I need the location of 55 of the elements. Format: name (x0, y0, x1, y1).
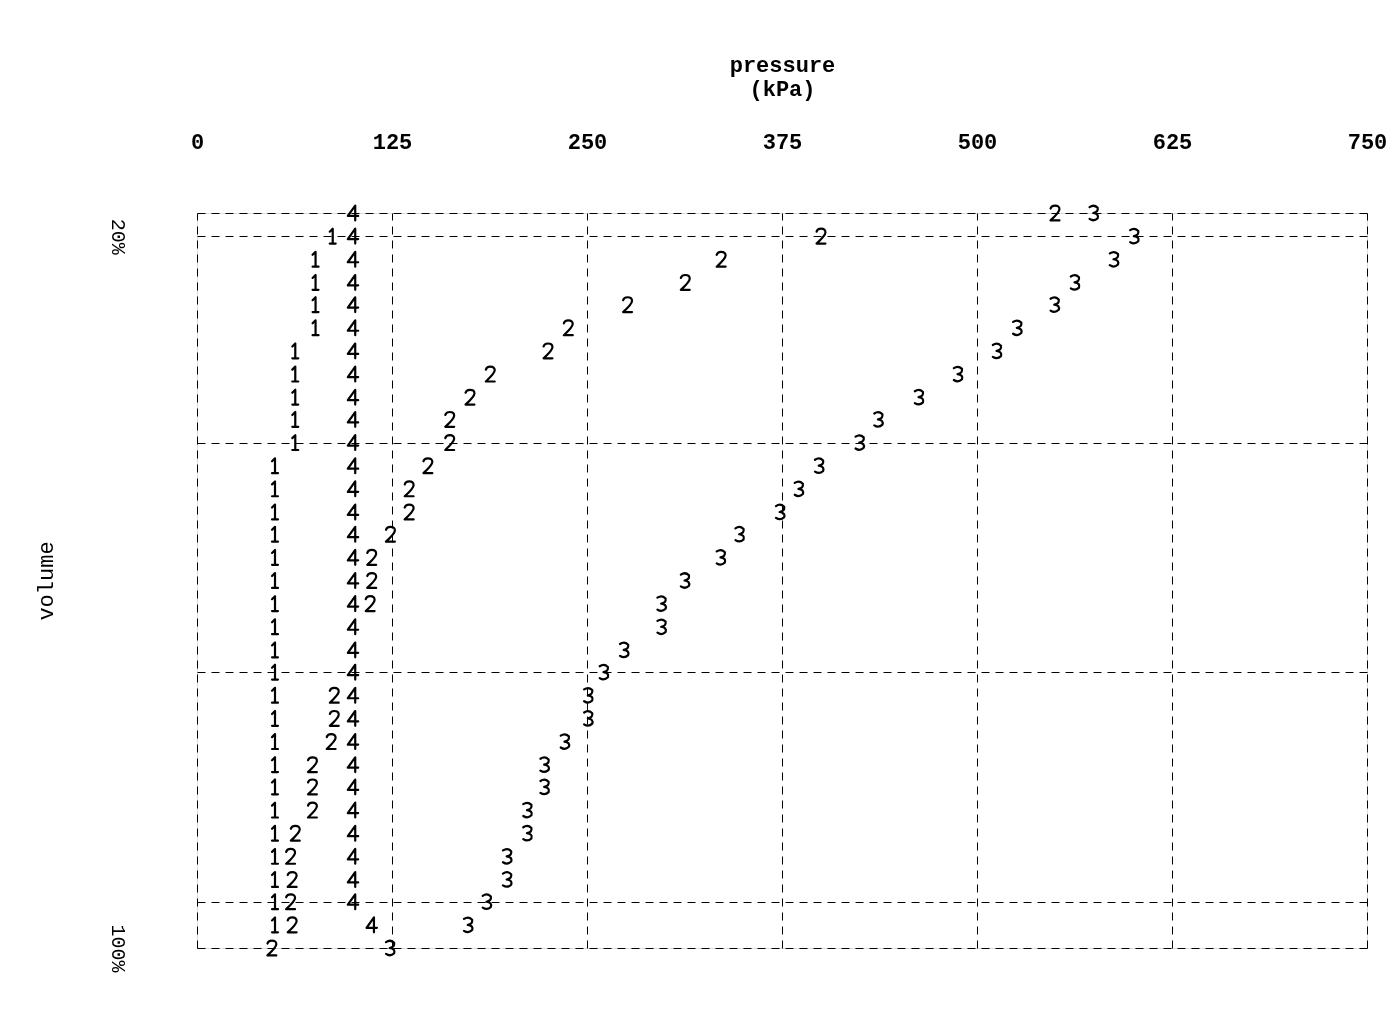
point (365, 916, 379, 934)
point (346, 388, 360, 406)
x-tick-label: 0 (190, 130, 205, 156)
point (346, 227, 360, 245)
y-tick-label: 100% (105, 924, 129, 974)
point (346, 847, 360, 865)
point (346, 756, 360, 774)
x-tick-label: 500 (957, 130, 998, 156)
x-tick-label: 750 (1347, 130, 1388, 156)
point (346, 709, 360, 727)
point (346, 319, 360, 337)
point (346, 824, 360, 842)
point (501, 848, 513, 865)
point (559, 733, 571, 750)
point (346, 778, 360, 796)
point (346, 525, 360, 543)
point (346, 686, 360, 704)
y-axis-title: volume (34, 541, 60, 621)
point (1108, 251, 1120, 268)
point (346, 250, 360, 268)
point (346, 503, 360, 521)
point (346, 571, 360, 590)
x-axis-title: pressure (kPa) (729, 53, 836, 103)
point (813, 457, 825, 474)
x-tick-label: 250 (567, 130, 608, 156)
point (346, 595, 360, 613)
point (913, 389, 925, 406)
point (854, 434, 866, 451)
point (679, 572, 691, 589)
point (346, 618, 360, 636)
point (481, 893, 493, 910)
point (346, 410, 360, 428)
y-tick-label: 20% (105, 218, 129, 256)
point (346, 296, 360, 314)
point (346, 204, 360, 222)
point (1049, 296, 1061, 313)
point (346, 893, 360, 911)
point (346, 870, 360, 888)
point (1069, 274, 1081, 291)
point (346, 480, 360, 498)
point (346, 342, 360, 360)
point (346, 365, 360, 383)
point (346, 663, 360, 681)
x-tick-label: 625 (1152, 130, 1193, 156)
point (715, 549, 727, 566)
point (346, 801, 360, 819)
x-tick-label: 375 (762, 130, 803, 156)
point (346, 641, 360, 659)
point (346, 548, 360, 566)
point (346, 457, 360, 475)
point (346, 273, 360, 291)
point (501, 871, 513, 888)
point (346, 733, 360, 751)
x-tick-label: 125 (372, 130, 413, 156)
point (346, 434, 360, 452)
